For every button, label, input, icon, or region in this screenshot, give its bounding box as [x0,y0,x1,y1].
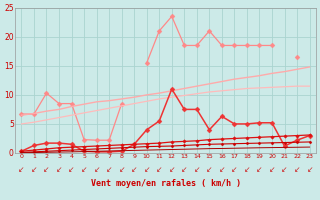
Text: ↙: ↙ [244,166,250,174]
Text: ↙: ↙ [294,166,300,174]
X-axis label: Vent moyen/en rafales ( km/h ): Vent moyen/en rafales ( km/h ) [91,179,241,188]
Text: ↙: ↙ [206,166,212,174]
Text: ↙: ↙ [219,166,225,174]
Text: ↙: ↙ [31,166,37,174]
Text: ↙: ↙ [43,166,50,174]
Text: ↙: ↙ [81,166,87,174]
Text: ↙: ↙ [194,166,200,174]
Text: ↙: ↙ [256,166,263,174]
Text: ↙: ↙ [231,166,237,174]
Text: ↙: ↙ [18,166,25,174]
Text: ↙: ↙ [118,166,125,174]
Text: ↙: ↙ [93,166,100,174]
Text: ↙: ↙ [131,166,137,174]
Text: ↙: ↙ [68,166,75,174]
Text: ↙: ↙ [269,166,275,174]
Text: ↙: ↙ [56,166,62,174]
Text: ↙: ↙ [281,166,288,174]
Text: ↙: ↙ [156,166,163,174]
Text: ↙: ↙ [144,166,150,174]
Text: ↙: ↙ [169,166,175,174]
Text: ↙: ↙ [181,166,188,174]
Text: ↙: ↙ [106,166,112,174]
Text: ↙: ↙ [306,166,313,174]
